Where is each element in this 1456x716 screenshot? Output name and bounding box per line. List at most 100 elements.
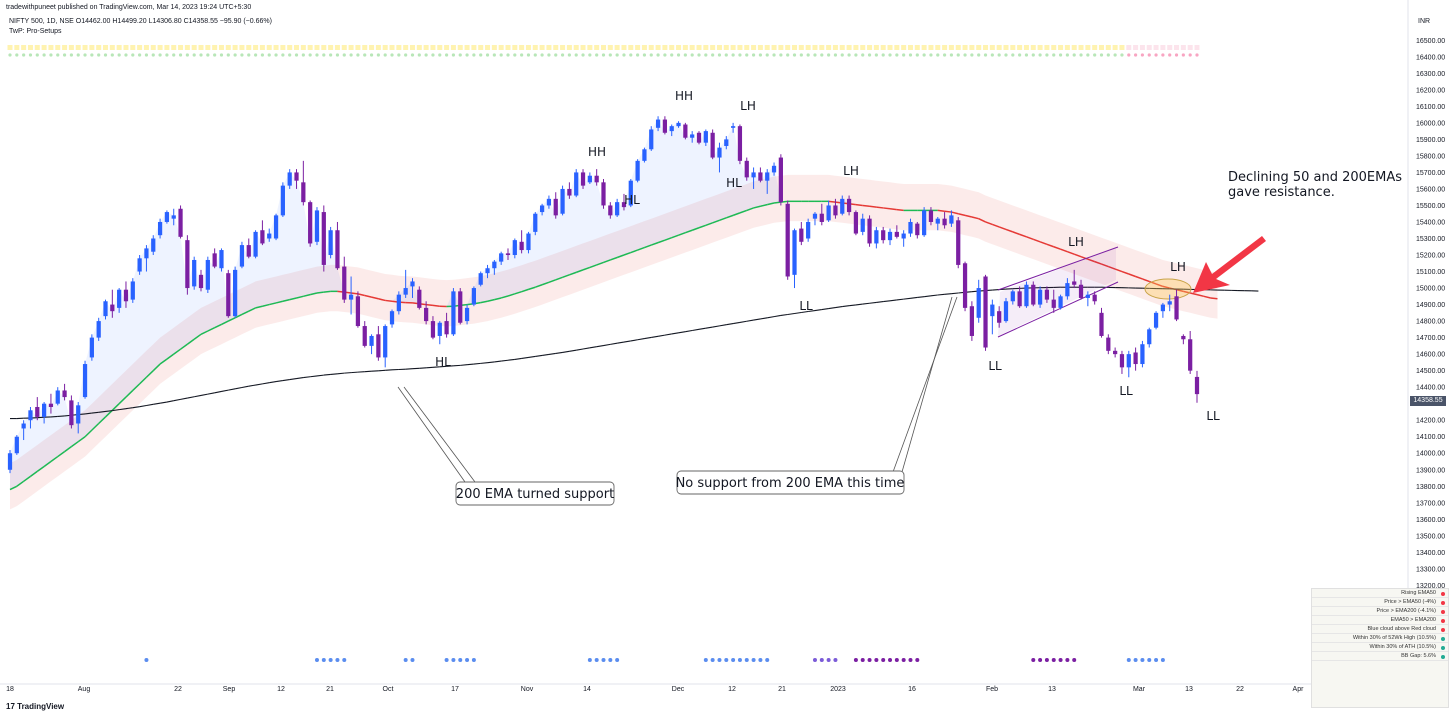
time-tick-label-8: Nov (521, 686, 534, 693)
top-signal-bar-168 (1153, 45, 1159, 50)
candle-body-94 (649, 129, 654, 150)
candle-80 (553, 192, 558, 219)
ema50-segment-22 (152, 363, 161, 372)
ema200-segment-86 (589, 346, 597, 349)
top-signal-dot-139 (956, 53, 960, 57)
candle-46 (321, 205, 326, 272)
top-signal-bar-174 (1194, 45, 1200, 50)
candle-135 (928, 207, 934, 226)
ema200-segment-91 (623, 340, 631, 343)
candle-58 (403, 269, 408, 298)
top-signal-dot-169 (1161, 53, 1165, 57)
top-signal-bar-13 (96, 45, 102, 50)
candle-body-174 (1194, 376, 1200, 395)
ema50-segment-81 (555, 276, 563, 281)
ema50-segment-37 (255, 305, 263, 309)
bottom-signal-dot-1-45 (314, 658, 319, 662)
candle-50 (348, 276, 354, 315)
bottom-signal-dot-8-156 (1072, 658, 1077, 662)
top-signal-dot-172 (1181, 53, 1185, 57)
candle-68 (471, 286, 476, 307)
top-signal-dot-145 (997, 53, 1001, 57)
top-signal-bar-19 (137, 45, 143, 50)
top-signal-dot-40 (281, 53, 285, 57)
candle-body-142 (976, 288, 981, 318)
ema50-segment-31 (214, 323, 222, 329)
top-signal-bar-14 (103, 45, 109, 50)
swing-label-2: LH (740, 99, 756, 113)
price-tick-label-23: 14200.00 (1416, 418, 1445, 425)
top-signal-bar-33 (232, 45, 238, 50)
candle-41 (287, 169, 292, 189)
top-signal-dot-3 (28, 53, 33, 57)
ema50-segment-46 (316, 291, 324, 294)
ema50-segment-5 (36, 465, 45, 473)
top-signal-bar-57 (396, 45, 402, 50)
candle-body-37 (260, 230, 265, 244)
top-signal-dot-124 (854, 53, 858, 57)
candle-body-60 (417, 289, 422, 308)
ema200-segment-68 (467, 363, 474, 366)
bottom-signal-dot-9-167 (1147, 658, 1152, 662)
candle-168 (1153, 311, 1159, 330)
top-signal-dot-123 (847, 53, 851, 57)
ema-lines (9, 200, 1259, 491)
candle-body-141 (969, 306, 974, 336)
candle-body-45 (314, 210, 320, 242)
candle-117 (806, 218, 811, 242)
candle-body-146 (1003, 301, 1009, 322)
candle-body-86 (594, 175, 599, 183)
candle-body-169 (1160, 304, 1166, 312)
ema50-segment-82 (562, 274, 570, 279)
candle-body-155 (1065, 283, 1070, 297)
candle-89 (615, 198, 620, 218)
price-tick-label-29: 13600.00 (1416, 517, 1445, 524)
candle-20 (144, 245, 149, 272)
ema50-segment-15 (104, 409, 113, 418)
ema50-segment-147 (1005, 228, 1014, 233)
top-signal-dot-95 (656, 53, 660, 57)
top-signal-bar-85 (587, 45, 593, 50)
candle-body-140 (962, 263, 968, 308)
top-signal-bar-163 (1119, 45, 1125, 50)
top-signal-bar-130 (894, 45, 900, 50)
candle-141 (969, 301, 974, 341)
ema50-segment-177 (1210, 297, 1218, 300)
top-signal-dot-101 (697, 53, 701, 57)
top-signal-bar-44 (307, 45, 313, 50)
top-signal-bar-135 (928, 45, 934, 50)
candle-84 (580, 169, 586, 189)
top-signal-bar-107 (737, 45, 743, 50)
support-callout-text: 200 EMA turned support (456, 487, 614, 502)
ema50-segment-52 (357, 293, 365, 297)
indicator-line[interactable]: TwP: Pro-Setups (9, 28, 62, 35)
ema50-segment-6 (43, 460, 52, 468)
candle-body-5 (41, 403, 47, 417)
candle-167 (1147, 327, 1152, 348)
top-signal-bar-172 (1180, 45, 1186, 50)
ema200-segment-95 (651, 335, 659, 338)
candle-body-131 (901, 233, 906, 239)
ema50-segment-12 (84, 429, 93, 438)
candle-106 (731, 122, 736, 133)
candle-162 (1113, 347, 1118, 358)
candle-body-62 (430, 321, 436, 338)
candle-body-12 (89, 337, 94, 358)
top-signal-dot-68 (472, 53, 476, 57)
candle-8 (62, 383, 67, 401)
tradingview-logo[interactable]: 17 TradingView (6, 702, 64, 711)
top-signal-bar-69 (478, 45, 484, 50)
candle-147 (1010, 289, 1015, 305)
arrow-pointer (1193, 236, 1266, 293)
candle-45 (314, 207, 320, 246)
top-signal-bar-17 (123, 45, 129, 50)
legend-row-1: Price > EMA50 (-4%) (1312, 598, 1448, 607)
top-signal-bar-3 (27, 45, 33, 50)
top-signal-bar-5 (41, 45, 47, 50)
candle-body-24 (171, 215, 176, 219)
ema200-segment-139 (951, 292, 959, 295)
top-signal-bar-145 (996, 45, 1002, 50)
candle-148 (1017, 286, 1022, 308)
candle-body-98 (676, 122, 681, 127)
